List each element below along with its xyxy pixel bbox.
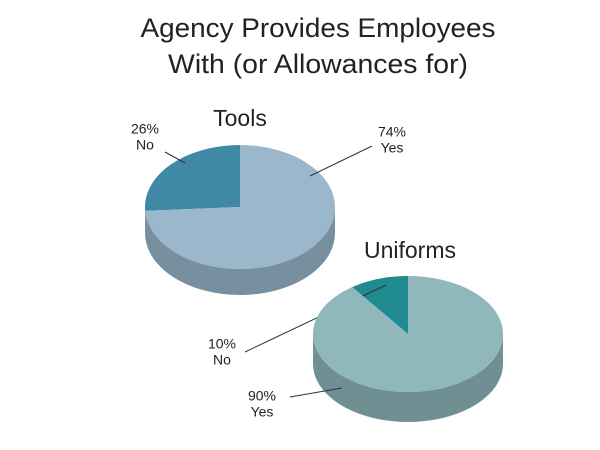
pie-side <box>313 334 503 422</box>
legend-label: No <box>136 137 154 153</box>
legend-label: No <box>213 352 231 368</box>
pie-side <box>145 207 335 295</box>
pie-slice <box>313 276 504 393</box>
data-label: 26% <box>131 121 159 137</box>
legend-label: Yes <box>381 140 404 156</box>
leader-line <box>289 387 343 398</box>
data-label: 74% <box>378 124 406 140</box>
pie-slice <box>145 145 240 211</box>
legend-label: Yes <box>251 404 274 420</box>
data-label: 10% <box>208 336 236 352</box>
chart-title: With (or Allowances for) <box>168 49 468 79</box>
pie-slice <box>352 276 408 334</box>
pie-title: Tools <box>213 105 267 131</box>
chart-title: Agency Provides Employees <box>141 13 496 43</box>
leader-line <box>309 145 373 177</box>
leader-line <box>164 151 186 164</box>
pie-title: Uniforms <box>364 237 456 263</box>
data-label: 90% <box>248 388 276 404</box>
pie-slice <box>145 145 336 269</box>
